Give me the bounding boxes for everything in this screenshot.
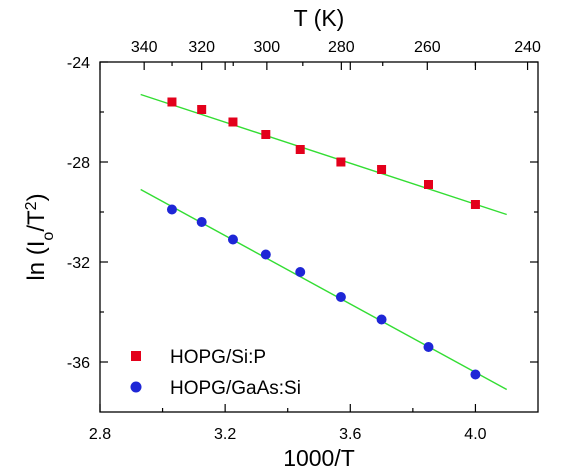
data-point-circle <box>295 267 306 277</box>
legend-label: HOPG/Si:P <box>170 347 266 368</box>
x-tick-label: 4.0 <box>464 426 486 443</box>
data-point-square <box>167 97 177 107</box>
top-tick-label: 240 <box>514 39 541 56</box>
x-tick-label: 2.8 <box>89 426 111 443</box>
data-point-square <box>377 165 387 174</box>
data-point-square <box>424 180 433 189</box>
y-tick-label: -24 <box>67 55 90 72</box>
fit-line <box>140 93 507 216</box>
top-axis-title: T (K) <box>294 5 345 31</box>
data-point-circle <box>376 314 387 325</box>
data-point-square <box>336 157 346 167</box>
top-tick-label: 260 <box>414 39 441 56</box>
x-tick-label: 3.2 <box>214 426 236 443</box>
plot-frame <box>99 61 539 413</box>
data-point-circle <box>423 342 434 352</box>
y-axis-title: ln (Io/T2) <box>23 193 57 280</box>
top-tick-label: 300 <box>254 39 281 56</box>
data-point-square <box>295 145 305 154</box>
data-point-circle <box>260 249 271 260</box>
legend-marker-square <box>131 351 141 361</box>
x-axis-title: 1000/T <box>283 445 355 471</box>
y-tick-label: -36 <box>67 355 90 372</box>
top-tick-label: 320 <box>188 39 215 56</box>
top-tick-label: 280 <box>328 39 355 56</box>
data-point-circle <box>227 234 238 245</box>
fit-lines <box>140 93 508 391</box>
data-point-square <box>228 117 238 127</box>
y-tick-label: -32 <box>67 255 90 272</box>
data-point-square <box>261 130 271 139</box>
y-tick-label: -28 <box>67 155 90 172</box>
legend-label: HOPG/GaAs:Si <box>170 378 301 399</box>
data-point-circle <box>335 292 346 302</box>
data-point-square <box>197 105 207 114</box>
legend: HOPG/Si:P HOPG/GaAs:Si <box>130 347 301 399</box>
ticks: 2.8 3.2 3.6 4.0 340 320 300 280 260 240 -24 -28 -32 -… <box>67 39 541 443</box>
data-points <box>166 97 481 380</box>
data-point-square <box>470 200 480 209</box>
data-point-circle <box>196 217 207 227</box>
legend-marker-circle <box>130 381 142 393</box>
data-point-circle <box>470 369 481 380</box>
top-tick-label: 340 <box>131 39 158 56</box>
x-tick-label: 3.6 <box>339 426 361 443</box>
data-point-circle <box>166 204 177 215</box>
